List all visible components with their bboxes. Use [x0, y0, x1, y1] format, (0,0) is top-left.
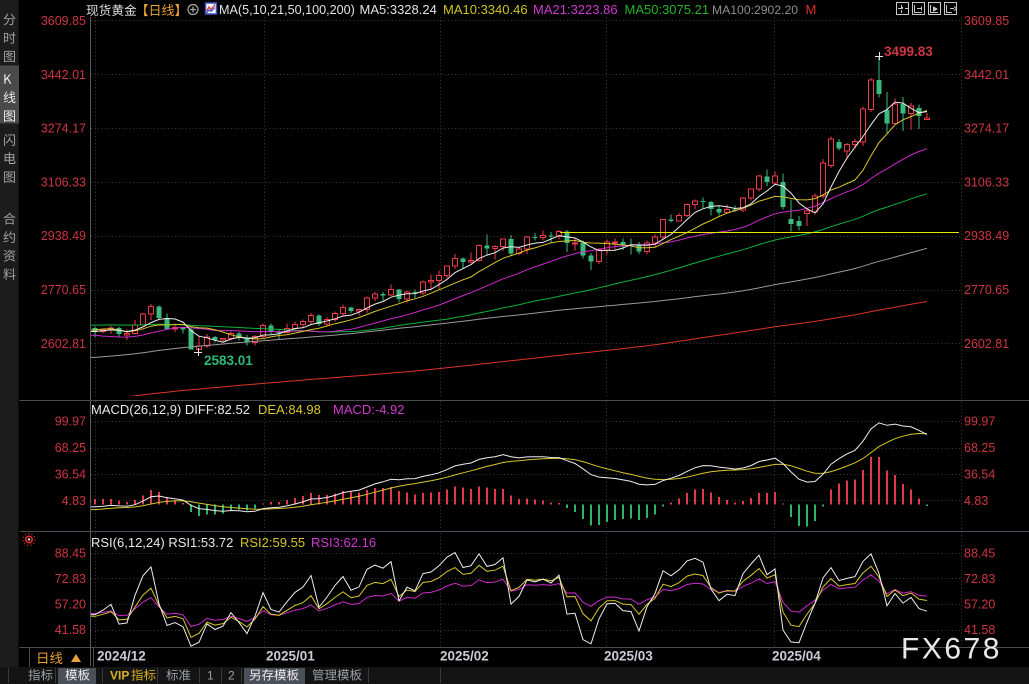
svg-text:72.83: 72.83 [55, 572, 86, 586]
svg-text:MA21:3223.86: MA21:3223.86 [533, 2, 618, 17]
svg-text:41.58: 41.58 [964, 623, 995, 637]
svg-text:4.83: 4.83 [964, 494, 988, 508]
svg-text:2025/03: 2025/03 [604, 649, 653, 664]
svg-text:57.20: 57.20 [964, 598, 995, 612]
svg-text:2: 2 [228, 669, 235, 683]
svg-text:41.58: 41.58 [55, 623, 86, 637]
svg-text:3274.17: 3274.17 [41, 122, 86, 136]
svg-text:MA10:3340.46: MA10:3340.46 [443, 2, 528, 17]
svg-text:2025/01: 2025/01 [266, 649, 315, 664]
svg-text:3106.33: 3106.33 [964, 175, 1009, 189]
svg-text:VIP: VIP [110, 669, 129, 683]
svg-text:2770.65: 2770.65 [964, 283, 1009, 297]
svg-text:MA(5,10,21,50,100,200): MA(5,10,21,50,100,200) [219, 3, 355, 17]
svg-text:3106.33: 3106.33 [41, 175, 86, 189]
svg-text:MA50:3075.21: MA50:3075.21 [625, 2, 710, 17]
svg-text:3274.17: 3274.17 [964, 122, 1009, 136]
svg-text:MA5:3328.24: MA5:3328.24 [360, 2, 437, 17]
svg-text:4.83: 4.83 [62, 494, 86, 508]
svg-text:RSI3:62.16: RSI3:62.16 [311, 535, 376, 550]
svg-text:3442.01: 3442.01 [964, 68, 1009, 82]
svg-text:57.20: 57.20 [55, 598, 86, 612]
svg-text:MACD:-4.92: MACD:-4.92 [333, 402, 405, 417]
svg-text:2602.81: 2602.81 [41, 337, 86, 351]
svg-text:2025/02: 2025/02 [440, 649, 489, 664]
svg-text:2938.49: 2938.49 [41, 229, 86, 243]
svg-text:2770.65: 2770.65 [41, 283, 86, 297]
svg-text:RSI(6,12,24) RSI1:53.72: RSI(6,12,24) RSI1:53.72 [91, 535, 233, 550]
svg-text:1: 1 [207, 669, 214, 683]
svg-text:36.54: 36.54 [55, 468, 86, 482]
svg-text:MA100:2902.20: MA100:2902.20 [712, 3, 798, 17]
svg-text:68.25: 68.25 [55, 441, 86, 455]
svg-text:2583.01: 2583.01 [204, 353, 253, 368]
svg-text:2938.49: 2938.49 [964, 229, 1009, 243]
svg-text:2602.81: 2602.81 [964, 337, 1009, 351]
svg-text:68.25: 68.25 [964, 441, 995, 455]
svg-text:88.45: 88.45 [964, 547, 995, 561]
svg-text:3609.85: 3609.85 [964, 14, 1009, 28]
svg-text:3609.85: 3609.85 [41, 14, 86, 28]
svg-text:3442.01: 3442.01 [41, 68, 86, 82]
svg-text:99.97: 99.97 [55, 415, 86, 429]
svg-text:M: M [806, 2, 817, 17]
svg-text:FX678: FX678 [901, 633, 1002, 666]
svg-text:MACD(26,12,9) DIFF:82.52: MACD(26,12,9) DIFF:82.52 [91, 402, 250, 417]
svg-text:DEA:84.98: DEA:84.98 [258, 402, 321, 417]
svg-text:RSI2:59.55: RSI2:59.55 [240, 535, 305, 550]
svg-text:88.45: 88.45 [55, 547, 86, 561]
svg-text:36.54: 36.54 [964, 468, 995, 482]
svg-text:2024/12: 2024/12 [97, 649, 146, 664]
svg-text:99.97: 99.97 [964, 415, 995, 429]
svg-text:3499.83: 3499.83 [884, 44, 933, 59]
svg-text:2025/04: 2025/04 [772, 649, 821, 664]
svg-text:72.83: 72.83 [964, 572, 995, 586]
